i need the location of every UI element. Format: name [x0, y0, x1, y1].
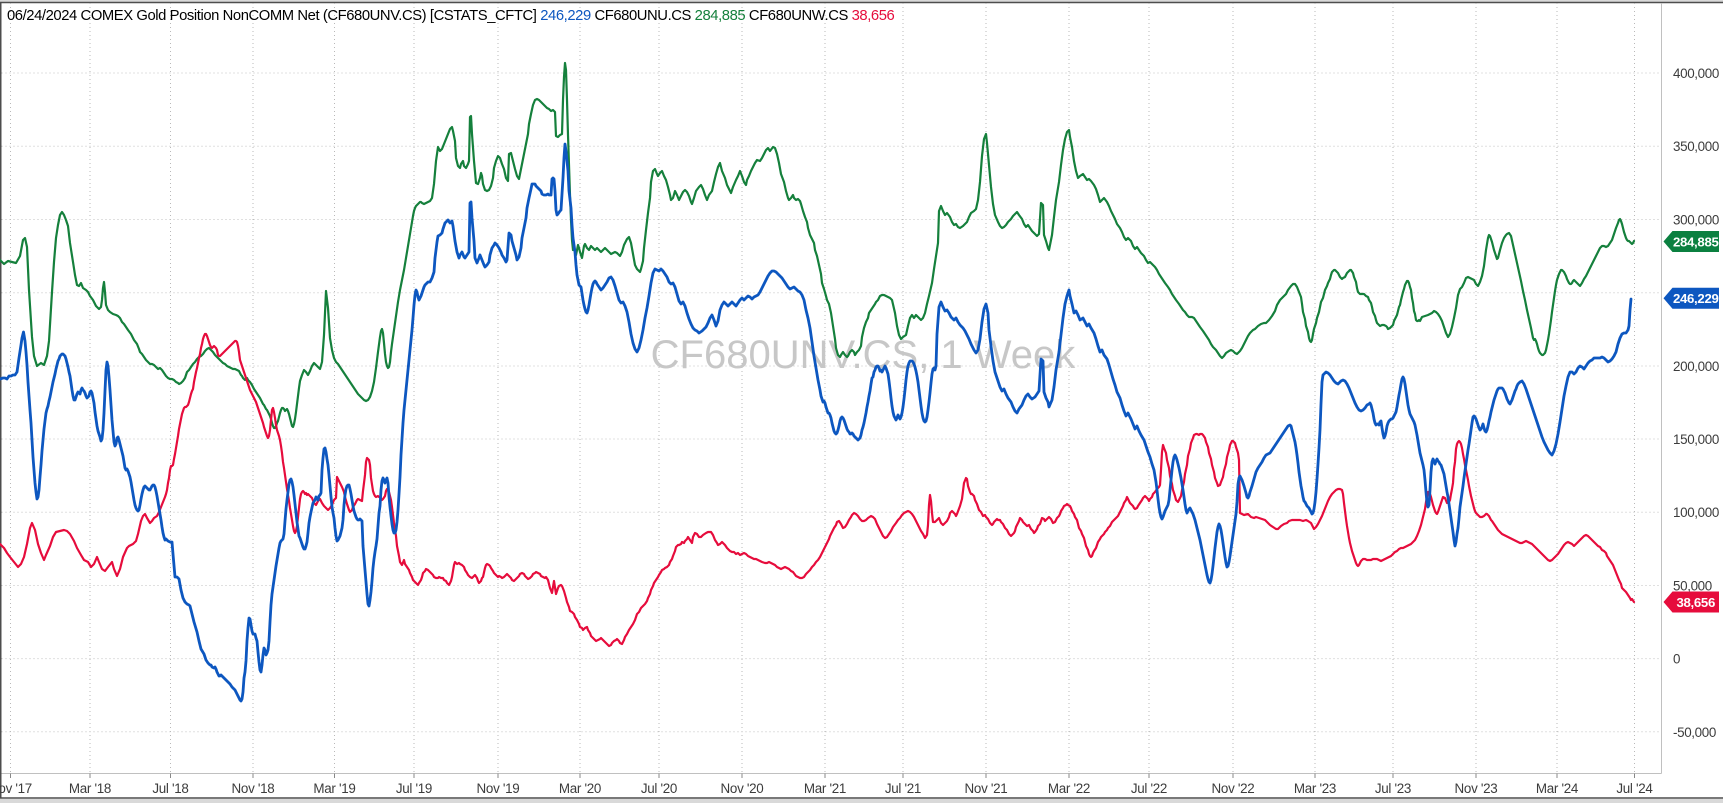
svg-text:Mar '23: Mar '23 — [1294, 781, 1336, 796]
svg-text:Nov '22: Nov '22 — [1212, 781, 1255, 796]
svg-text:Jul '19: Jul '19 — [396, 781, 432, 796]
svg-text:200,000: 200,000 — [1673, 359, 1719, 374]
svg-text:06/24/2024 COMEX Gold Position: 06/24/2024 COMEX Gold Position NonCOMM N… — [7, 8, 895, 24]
svg-text:Mar '22: Mar '22 — [1048, 781, 1090, 796]
svg-text:38,656: 38,656 — [1676, 595, 1715, 610]
svg-text:Mar '18: Mar '18 — [69, 781, 111, 796]
svg-text:350,000: 350,000 — [1673, 139, 1719, 154]
svg-text:300,000: 300,000 — [1673, 213, 1719, 228]
svg-text:Jul '23: Jul '23 — [1375, 781, 1411, 796]
svg-text:Nov '23: Nov '23 — [1455, 781, 1498, 796]
svg-text:Mar '20: Mar '20 — [559, 781, 601, 796]
svg-text:Nov '17: Nov '17 — [0, 781, 32, 796]
svg-text:Mar '19: Mar '19 — [313, 781, 355, 796]
svg-text:Mar '21: Mar '21 — [804, 781, 846, 796]
svg-text:0: 0 — [1673, 652, 1680, 667]
svg-text:150,000: 150,000 — [1673, 432, 1719, 447]
svg-text:Nov '18: Nov '18 — [232, 781, 275, 796]
svg-text:CF680UNV.CS, 1 Week: CF680UNV.CS, 1 Week — [651, 333, 1077, 377]
svg-text:Jul '21: Jul '21 — [885, 781, 921, 796]
svg-text:284,885: 284,885 — [1673, 235, 1719, 250]
svg-text:Nov '21: Nov '21 — [965, 781, 1008, 796]
svg-text:400,000: 400,000 — [1673, 66, 1719, 81]
svg-text:Nov '19: Nov '19 — [477, 781, 520, 796]
svg-text:Nov '20: Nov '20 — [721, 781, 764, 796]
svg-text:Jul '18: Jul '18 — [152, 781, 188, 796]
svg-text:246,229: 246,229 — [1673, 291, 1719, 306]
svg-text:Jul '22: Jul '22 — [1131, 781, 1167, 796]
svg-text:50,000: 50,000 — [1673, 579, 1712, 594]
svg-text:-50,000: -50,000 — [1673, 725, 1716, 740]
svg-text:100,000: 100,000 — [1673, 505, 1719, 520]
svg-text:Jul '20: Jul '20 — [641, 781, 677, 796]
svg-text:Mar '24: Mar '24 — [1536, 781, 1579, 796]
svg-text:Jul '24: Jul '24 — [1616, 781, 1653, 796]
